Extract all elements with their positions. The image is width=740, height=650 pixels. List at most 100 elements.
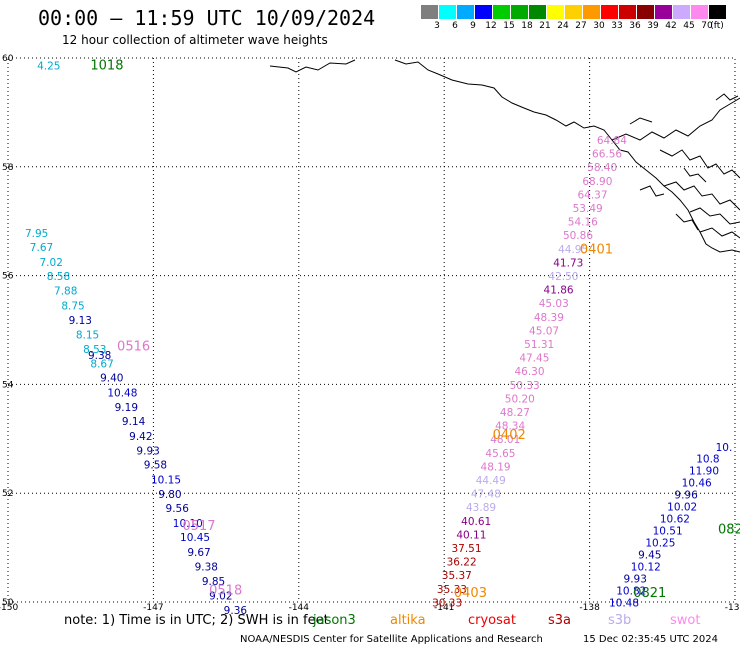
wave-height-reading: 9.93 <box>624 573 647 585</box>
wave-height-reading: 10.51 <box>653 526 683 538</box>
color-scale-label: 18 <box>521 21 533 31</box>
pass-time-label: 0517 <box>182 519 215 534</box>
wave-height-reading: 9.40 <box>100 373 123 385</box>
wave-height-reading: 48.27 <box>500 407 530 419</box>
legend-item-altika: altika <box>390 613 426 628</box>
color-scale-label: 39 <box>647 21 659 31</box>
wave-height-reading: 35.37 <box>442 570 472 582</box>
wave-height-reading: 36.22 <box>447 557 477 569</box>
wave-height-reading: 50.86 <box>563 230 593 242</box>
legend-item-jason3: jason3 <box>313 613 356 628</box>
color-scale-swatch <box>583 5 600 19</box>
wave-height-reading: 9.42 <box>129 431 152 443</box>
wave-height-reading: 8.75 <box>61 300 84 312</box>
color-scale-swatch <box>493 5 510 19</box>
color-scale-label: 24 <box>557 21 569 31</box>
wave-height-reading: 9.56 <box>166 503 190 515</box>
pass-time-label: 0821 <box>633 586 666 601</box>
wave-height-reading: 9.38 <box>195 561 218 573</box>
wave-height-reading: 9.67 <box>187 547 210 559</box>
wave-height-reading: 46.30 <box>514 366 544 378</box>
color-scale-swatch <box>601 5 618 19</box>
color-scale-swatch <box>691 5 708 19</box>
wave-height-reading: 10.48 <box>609 597 639 609</box>
lat-tick-label: 54 <box>2 380 14 390</box>
wave-height-reading: 10.82 <box>616 585 646 597</box>
legend-item-s3a: s3a <box>548 613 572 628</box>
wave-height-reading: 9.19 <box>115 402 138 414</box>
pass-time-label: 082 <box>718 522 740 537</box>
color-scale-label: 9 <box>470 21 476 31</box>
alaska-coastline <box>269 59 740 253</box>
wave-height-reading: 41.86 <box>544 285 574 297</box>
wave-height-reading: 8.53 <box>83 344 106 356</box>
color-scale-label: 36 <box>629 21 641 31</box>
wave-height-reading: 10.10 <box>173 518 203 530</box>
wave-height-reading: 9.14 <box>122 416 146 428</box>
wave-height-reading: 8.67 <box>90 359 113 371</box>
lon-tick-label: -141 <box>434 603 454 613</box>
wave-height-reading: 41.73 <box>553 257 583 269</box>
wave-height-reading: 44.49 <box>476 475 506 487</box>
wave-height-reading: 51.31 <box>524 339 554 351</box>
wave-height-reading: 68.90 <box>582 176 612 188</box>
wave-height-reading: 9.45 <box>638 549 661 561</box>
color-scale-swatch <box>529 5 546 19</box>
wave-height-reading: 54.16 <box>568 217 598 229</box>
wave-height-reading: 47.45 <box>519 353 549 365</box>
wave-height-reading: 42.50 <box>548 271 578 283</box>
axis-tick-labels: -150 -147 -144 -141 -138 -135 50 52 54 56 58 60 <box>0 54 740 613</box>
wave-height-reading: 10. <box>716 442 733 454</box>
color-scale-swatch <box>439 5 456 19</box>
lat-tick-label: 56 <box>2 272 14 282</box>
color-scale-swatch <box>475 5 492 19</box>
wave-height-reading: 47.48 <box>471 489 501 501</box>
wave-height-reading: 50.33 <box>510 380 540 392</box>
wave-height-reading: 45.03 <box>539 298 569 310</box>
pass-time-label: 1018 <box>90 58 123 73</box>
color-scale-unit: (ft) <box>710 21 724 31</box>
wave-height-reading: 4.25 <box>37 60 60 72</box>
wave-height-reading: 9.85 <box>202 576 225 588</box>
lat-tick-label: 52 <box>2 489 13 499</box>
color-scale-swatch <box>457 5 474 19</box>
wave-height-reading: 53.49 <box>573 203 603 215</box>
wave-height-reading: 10.15 <box>151 474 181 486</box>
wave-height-reading: 48.39 <box>534 312 564 324</box>
color-scale-label: 12 <box>485 21 497 31</box>
wave-height-reading: 40.11 <box>456 529 486 541</box>
footnote: note: 1) Time is in UTC; 2) SWH is in fe… <box>64 613 329 628</box>
wave-height-reading: 10.62 <box>660 514 690 526</box>
lon-tick-label: -150 <box>0 603 18 613</box>
color-scale-label: 27 <box>575 21 587 31</box>
color-scale-swatch <box>709 5 726 19</box>
color-scale-label: 21 <box>539 21 551 31</box>
wave-height-reading: 10.02 <box>667 502 697 514</box>
wave-height-reading: 9.93 <box>136 446 159 458</box>
wave-height-reading: 48.01 <box>490 434 520 446</box>
wave-height-reading: 7.88 <box>54 286 77 298</box>
lat-tick-label: 50 <box>2 598 14 608</box>
color-scale-swatch <box>619 5 636 19</box>
legend-item-s3b: s3b <box>608 613 632 628</box>
color-scale-swatch <box>547 5 564 19</box>
color-scale-label: 33 <box>611 21 623 31</box>
wave-height-readings: 4.25 7.95 7.67 7.02 8.58 7.88 8.75 9.13 8.15 8.53… <box>25 60 732 617</box>
color-scale-swatch <box>421 5 438 19</box>
color-scale-label: 30 <box>593 21 605 31</box>
wave-height-reading: 45.07 <box>529 325 559 337</box>
color-scale-label: 42 <box>665 21 677 31</box>
wave-height-reading: 9.96 <box>674 490 698 502</box>
lon-tick-label: -138 <box>579 603 600 613</box>
pass-time-labels: 1018 0516 0517 0518 0401 0402 0403 0821 082 <box>90 58 740 601</box>
lon-tick-label: -147 <box>143 603 163 613</box>
wave-height-reading: 66.56 <box>592 149 622 161</box>
map-grid <box>7 57 736 603</box>
page-subtitle: 12 hour collection of altimeter wave hei… <box>62 33 328 47</box>
wave-height-reading: 45.65 <box>485 448 515 460</box>
wave-height-reading: 9.38 <box>88 350 111 362</box>
wave-height-reading: 10.8 <box>696 454 719 466</box>
wave-height-reading: 44.95 <box>558 244 588 256</box>
pass-time-label: 0403 <box>454 586 487 601</box>
